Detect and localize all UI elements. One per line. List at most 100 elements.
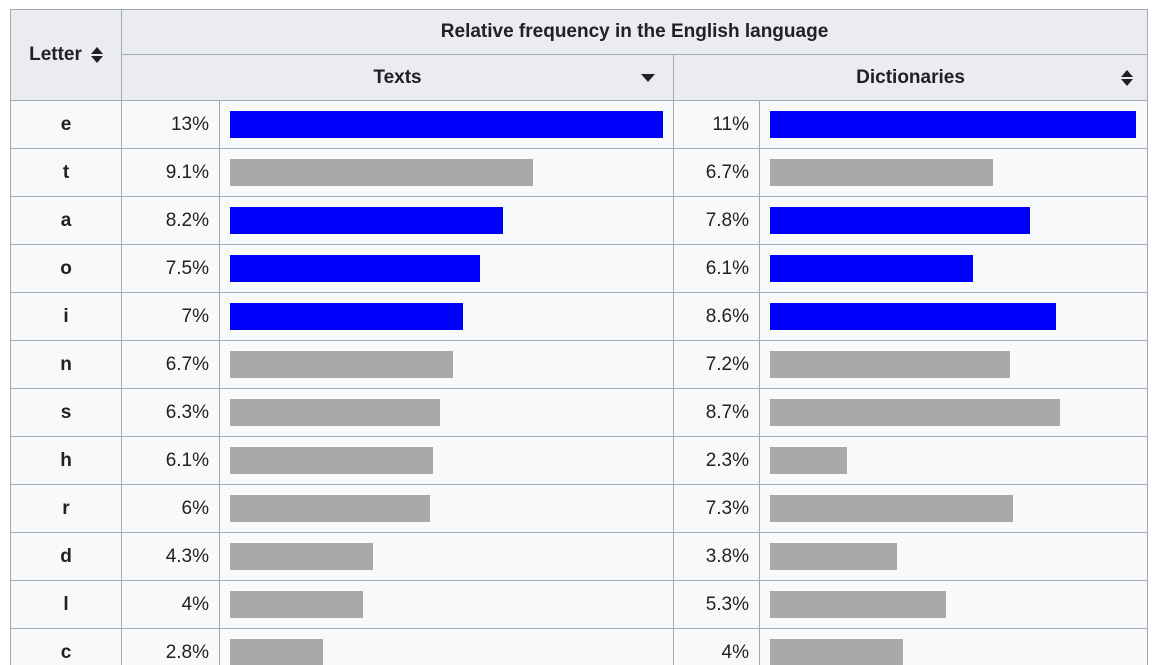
texts-frequency-bar: [230, 447, 434, 474]
dictionaries-percent-cell: 4%: [673, 628, 760, 665]
texts-header-label: Texts: [373, 66, 422, 88]
texts-percent-cell: 2.8%: [121, 628, 220, 665]
dictionaries-bar-cell: [758, 388, 1149, 437]
dictionaries-frequency-bar: [770, 543, 897, 570]
column-header-letter[interactable]: Letter: [10, 9, 122, 101]
letter-cell: r: [10, 484, 122, 533]
texts-percent-cell: 4.3%: [121, 532, 220, 581]
texts-percent-cell: 7%: [121, 292, 220, 341]
texts-percent-cell: 6%: [121, 484, 220, 533]
letter-cell: i: [10, 292, 122, 341]
texts-bar-cell: [219, 100, 674, 149]
dictionaries-bar-cell: [758, 148, 1149, 197]
dictionaries-frequency-bar: [770, 399, 1060, 426]
texts-frequency-bar: [230, 255, 480, 282]
table-row: s 6.3% 8.7%: [10, 388, 1149, 437]
header-group-row: Letter Relative frequency in the English…: [10, 9, 1149, 101]
texts-percent-cell: 7.5%: [121, 244, 220, 293]
dictionaries-percent-cell: 5.3%: [673, 580, 760, 629]
dictionaries-frequency-bar: [770, 207, 1030, 234]
dictionaries-percent-cell: 6.7%: [673, 148, 760, 197]
dictionaries-frequency-bar: [770, 639, 904, 665]
texts-bar-cell: [219, 292, 674, 341]
dictionaries-frequency-bar: [770, 591, 947, 618]
dictionaries-bar-cell: [758, 244, 1149, 293]
letter-cell: d: [10, 532, 122, 581]
dictionaries-percent-cell: 6.1%: [673, 244, 760, 293]
texts-percent-cell: 6.3%: [121, 388, 220, 437]
dictionaries-percent-cell: 11%: [673, 100, 760, 149]
texts-frequency-bar: [230, 591, 364, 618]
letter-cell: c: [10, 628, 122, 665]
dictionaries-percent-cell: 8.6%: [673, 292, 760, 341]
texts-percent-cell: 4%: [121, 580, 220, 629]
dictionaries-frequency-bar: [770, 255, 974, 282]
letter-cell: h: [10, 436, 122, 485]
texts-bar-cell: [219, 484, 674, 533]
column-header-dictionaries[interactable]: Dictionaries: [672, 54, 1149, 101]
dictionaries-frequency-bar: [770, 495, 1014, 522]
table-row: h 6.1% 2.3%: [10, 436, 1149, 485]
header-sub-row: Texts Dictionaries: [11, 54, 1149, 101]
group-title-header: Relative frequency in the English langua…: [120, 9, 1149, 55]
letter-header-label: Letter: [29, 44, 82, 65]
texts-frequency-bar: [230, 159, 534, 186]
table-row: c 2.8% 4%: [10, 628, 1149, 665]
texts-percent-cell: 9.1%: [121, 148, 220, 197]
dictionaries-bar-cell: [758, 484, 1149, 533]
dictionaries-header-label: Dictionaries: [856, 66, 965, 88]
dictionaries-percent-cell: 3.8%: [673, 532, 760, 581]
texts-frequency-bar: [230, 639, 324, 665]
table-row: a 8.2% 7.8%: [10, 196, 1149, 245]
dictionaries-frequency-bar: [770, 303, 1057, 330]
dictionaries-bar-cell: [758, 532, 1149, 581]
texts-frequency-bar: [230, 303, 464, 330]
dictionaries-percent-cell: 7.2%: [673, 340, 760, 389]
table-row: d 4.3% 3.8%: [10, 532, 1149, 581]
table-row: r 6% 7.3%: [10, 484, 1149, 533]
texts-bar-cell: [219, 244, 674, 293]
column-header-texts[interactable]: Texts: [121, 54, 674, 101]
dictionaries-bar-cell: [758, 628, 1149, 665]
letter-cell: s: [10, 388, 122, 437]
dictionaries-bar-cell: [758, 340, 1149, 389]
dictionaries-frequency-bar: [770, 447, 847, 474]
texts-percent-cell: 6.1%: [121, 436, 220, 485]
sort-descending-icon: [641, 73, 655, 82]
texts-frequency-bar: [230, 543, 374, 570]
dictionaries-bar-cell: [758, 436, 1149, 485]
letter-frequency-table: Letter Relative frequency in the English…: [10, 9, 1149, 665]
texts-bar-cell: [219, 388, 674, 437]
dictionaries-frequency-bar: [770, 351, 1010, 378]
table-row: l 4% 5.3%: [10, 580, 1149, 629]
dictionaries-bar-cell: [758, 100, 1149, 149]
table-row: n 6.7% 7.2%: [10, 340, 1149, 389]
dictionaries-bar-cell: [758, 292, 1149, 341]
texts-percent-cell: 8.2%: [121, 196, 220, 245]
group-title-label: Relative frequency in the English langua…: [440, 21, 829, 42]
letter-cell: t: [10, 148, 122, 197]
texts-bar-cell: [219, 340, 674, 389]
texts-frequency-bar: [230, 207, 504, 234]
texts-frequency-bar: [230, 111, 663, 138]
texts-frequency-bar: [230, 351, 454, 378]
dictionaries-percent-cell: 7.3%: [673, 484, 760, 533]
texts-bar-cell: [219, 436, 674, 485]
dictionaries-bar-cell: [758, 580, 1149, 629]
texts-frequency-bar: [230, 399, 440, 426]
texts-frequency-bar: [230, 495, 430, 522]
texts-bar-cell: [219, 148, 674, 197]
dictionaries-percent-cell: 8.7%: [673, 388, 760, 437]
texts-bar-cell: [219, 628, 674, 665]
table-body: e 13% 11% t 9.1% 6.7% a 8.2% 7.8% o 7: [10, 100, 1149, 665]
dictionaries-percent-cell: 7.8%: [673, 196, 760, 245]
texts-percent-cell: 6.7%: [121, 340, 220, 389]
table-row: t 9.1% 6.7%: [10, 148, 1149, 197]
dictionaries-frequency-bar: [770, 111, 1137, 138]
dictionaries-bar-cell: [758, 196, 1149, 245]
letter-cell: o: [10, 244, 122, 293]
sort-icon: [1121, 69, 1134, 86]
table-row: o 7.5% 6.1%: [10, 244, 1149, 293]
table-row: e 13% 11%: [10, 100, 1149, 149]
sort-icon: [90, 46, 103, 63]
